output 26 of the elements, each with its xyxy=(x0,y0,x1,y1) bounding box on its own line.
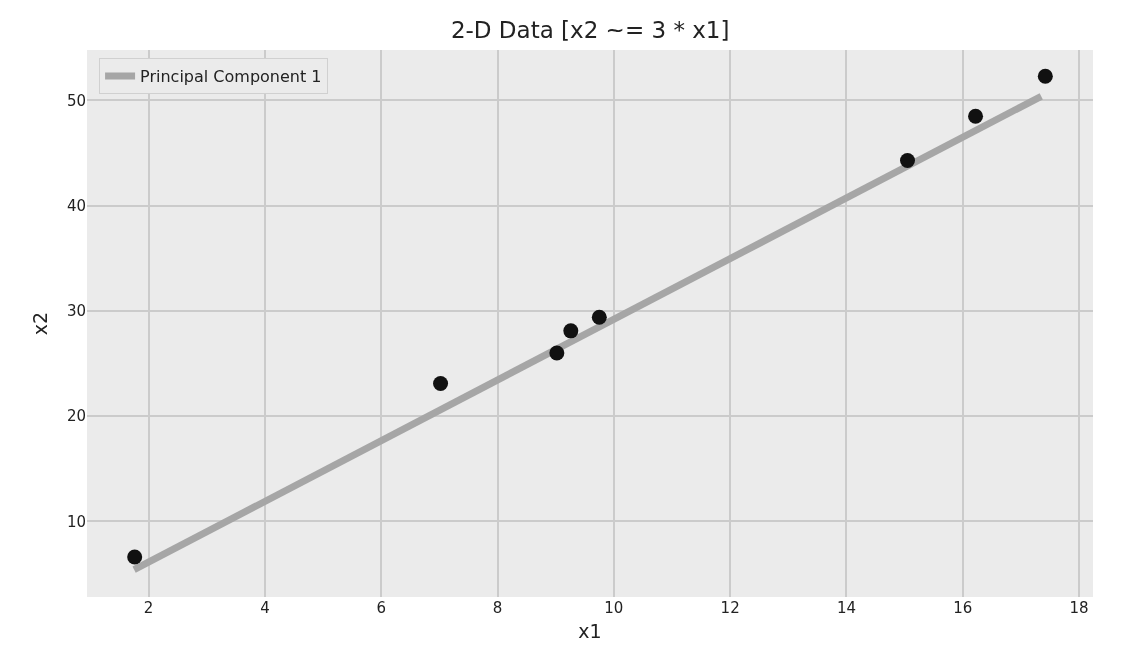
x-tick-label: 14 xyxy=(836,599,856,617)
x-tick-label: 6 xyxy=(376,599,387,617)
point xyxy=(968,108,984,124)
x-tick-label: 12 xyxy=(720,599,740,617)
x-tick-label: 18 xyxy=(1069,599,1089,617)
y-tick-label: 20 xyxy=(66,407,86,426)
x-tick-label: 10 xyxy=(604,599,624,617)
x-tick-label: 16 xyxy=(953,599,973,617)
x-tick-label: 2 xyxy=(143,599,154,617)
x-axis-title: x1 xyxy=(578,619,602,642)
legend-label: Principal Component 1 xyxy=(140,67,322,87)
y-tick-label: 10 xyxy=(66,512,86,531)
x-tick-label: 8 xyxy=(492,599,503,617)
point xyxy=(563,323,579,339)
y-tick-label: 50 xyxy=(66,91,86,110)
point xyxy=(549,345,565,361)
point xyxy=(900,152,915,168)
y-tick-label: 40 xyxy=(66,196,86,215)
x-tick-label: 4 xyxy=(260,599,270,617)
point xyxy=(433,375,449,391)
point xyxy=(127,549,143,565)
y-axis-title: x2 xyxy=(28,311,51,336)
point xyxy=(591,309,607,325)
y-tick-label: 30 xyxy=(66,302,86,321)
point xyxy=(1037,68,1053,84)
chart-title: 2-D Data [x2 ~= 3 * x1] xyxy=(450,17,730,44)
